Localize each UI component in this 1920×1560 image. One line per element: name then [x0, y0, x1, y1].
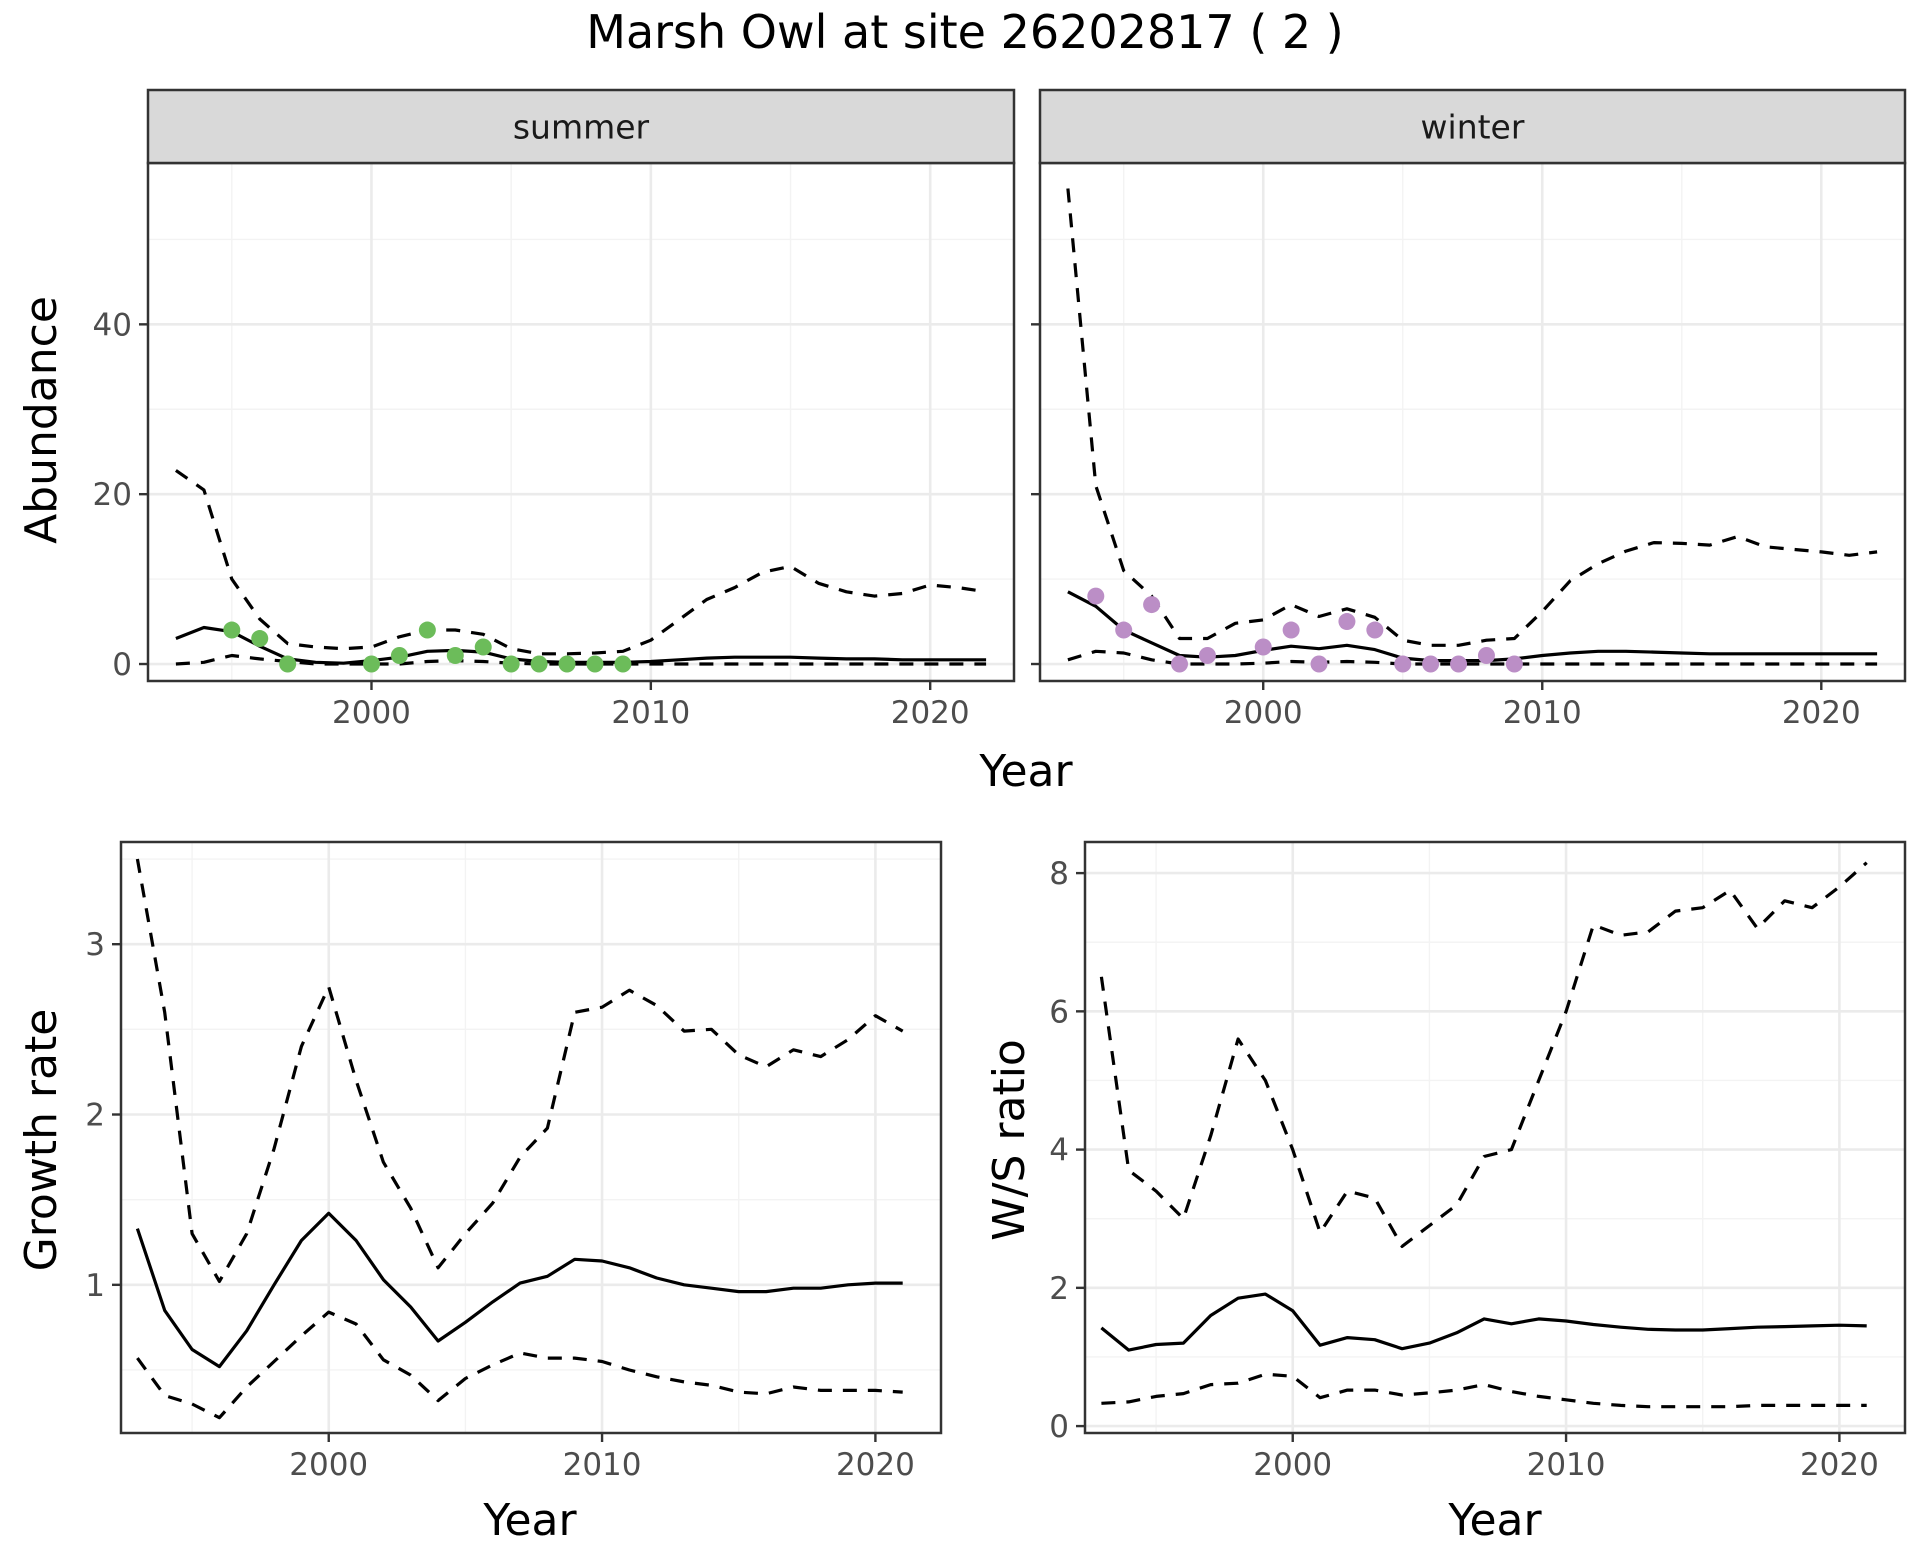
winter-x-tick-label: 2000	[1224, 695, 1303, 731]
ws-x-tick-label: 2000	[1253, 1447, 1332, 1483]
growth-x-tick-label: 2010	[563, 1447, 642, 1483]
ws-estimate-line	[1100, 1292, 1867, 1352]
summer-y-tick-label: 0	[112, 647, 132, 683]
winter-lower-ci-line	[1067, 649, 1878, 666]
summer-plot-area	[148, 163, 1014, 681]
summer-observed-point	[530, 655, 548, 673]
growth-plot-area	[121, 842, 941, 1433]
winter-observed-point	[1171, 655, 1189, 673]
summer-y-tick-label: 20	[93, 477, 132, 513]
winter-plot-area	[1040, 163, 1905, 681]
ws-x-tick-label: 2020	[1800, 1447, 1879, 1483]
summer-observed-point	[474, 638, 492, 656]
summer-observed-point	[418, 621, 436, 639]
winter-observed-point	[1505, 655, 1523, 673]
winter-observed-point	[1366, 621, 1384, 639]
winter-observed-point	[1450, 655, 1468, 673]
facet-winter: winter 2000 2010 2020	[1031, 88, 1907, 731]
growth-y-tick-label: 3	[85, 927, 105, 963]
winter-observed-point	[1143, 596, 1161, 614]
growth-y-tick-label: 1	[85, 1268, 105, 1304]
ws-y-tick-label: 2	[1049, 1271, 1069, 1307]
ws-y-tick-label: 4	[1049, 1133, 1069, 1169]
winter-x-tick-label: 2010	[1503, 695, 1582, 731]
growth-upper-ci-line	[135, 858, 904, 1283]
winter-observed-point	[1115, 621, 1133, 639]
winter-strip	[1038, 88, 1907, 165]
winter-observed-point	[1198, 647, 1216, 665]
growth-x-tick-label: 2020	[836, 1447, 915, 1483]
summer-observed-point	[390, 647, 408, 665]
winter-observed-point	[1422, 655, 1440, 673]
ws-x-axis-title: Year	[1447, 1495, 1542, 1546]
winter-observed-point	[1282, 621, 1300, 639]
growth-rate-chart: Year Growth rate 2000 2010 2020 1 2 3	[16, 840, 943, 1546]
winter-observed-point	[1338, 613, 1356, 631]
ws-y-tick-label: 6	[1049, 994, 1069, 1030]
facet-summer: summer 2000 2010 2020 0 20 40	[93, 88, 1016, 731]
ws-y-tick-label: 8	[1049, 856, 1069, 892]
ws-lower-ci-line	[1101, 1372, 1867, 1409]
abundance-chart: summer 2000 2010 2020 0 20 40 winter 2000 2010 20…	[16, 88, 1907, 797]
summer-x-tick-label: 2000	[332, 695, 411, 731]
ws-panel-border	[1083, 840, 1907, 1435]
ws-upper-ci-line	[1099, 861, 1868, 1248]
ws-y-tick-label: 0	[1049, 1409, 1069, 1445]
summer-observed-point	[614, 655, 632, 673]
summer-observed-point	[223, 621, 241, 639]
summer-x-tick-label: 2020	[891, 695, 970, 731]
summer-observed-point	[251, 630, 269, 648]
summer-observed-point	[502, 655, 520, 673]
summer-observed-point	[279, 655, 297, 673]
growth-x-tick-label: 2000	[289, 1447, 368, 1483]
growth-y-axis-title: Growth rate	[16, 1009, 67, 1272]
figure-title: Marsh Owl at site 26202817 ( 2 )	[586, 5, 1343, 59]
winter-observed-point	[1310, 655, 1328, 673]
winter-observed-point	[1394, 655, 1412, 673]
growth-x-axis-title: Year	[482, 1495, 577, 1546]
growth-estimate-line	[135, 1211, 903, 1369]
growth-lower-ci-line	[136, 1310, 903, 1420]
winter-x-tick-label: 2020	[1782, 695, 1861, 731]
abundance-y-axis-title: Abundance	[16, 296, 67, 544]
growth-panel-border	[119, 840, 943, 1435]
ws-plot-area	[1085, 842, 1905, 1433]
ws-ratio-chart: Year W/S ratio 2000 2010 2020 0 2 4 6 8	[984, 840, 1907, 1546]
abundance-x-axis-title: Year	[978, 746, 1073, 797]
summer-lower-ci-line	[175, 653, 987, 666]
summer-observed-point	[362, 655, 380, 673]
summer-strip-label: summer	[513, 108, 650, 147]
summer-strip	[146, 88, 1016, 165]
winter-observed-point	[1477, 647, 1495, 665]
summer-observed-point	[586, 655, 604, 673]
summer-observed-point	[446, 647, 464, 665]
summer-upper-ci-line	[174, 469, 987, 656]
growth-y-tick-label: 2	[85, 1098, 105, 1134]
ws-x-tick-label: 2010	[1527, 1447, 1606, 1483]
summer-estimate-line	[175, 625, 987, 665]
summer-x-tick-label: 2010	[611, 695, 690, 731]
winter-observed-point	[1087, 587, 1105, 605]
winter-strip-label: winter	[1421, 108, 1525, 147]
summer-observed-point	[558, 655, 576, 673]
winter-observed-point	[1254, 638, 1272, 656]
summer-y-tick-label: 40	[93, 307, 132, 343]
ws-y-axis-title: W/S ratio	[984, 1039, 1035, 1241]
